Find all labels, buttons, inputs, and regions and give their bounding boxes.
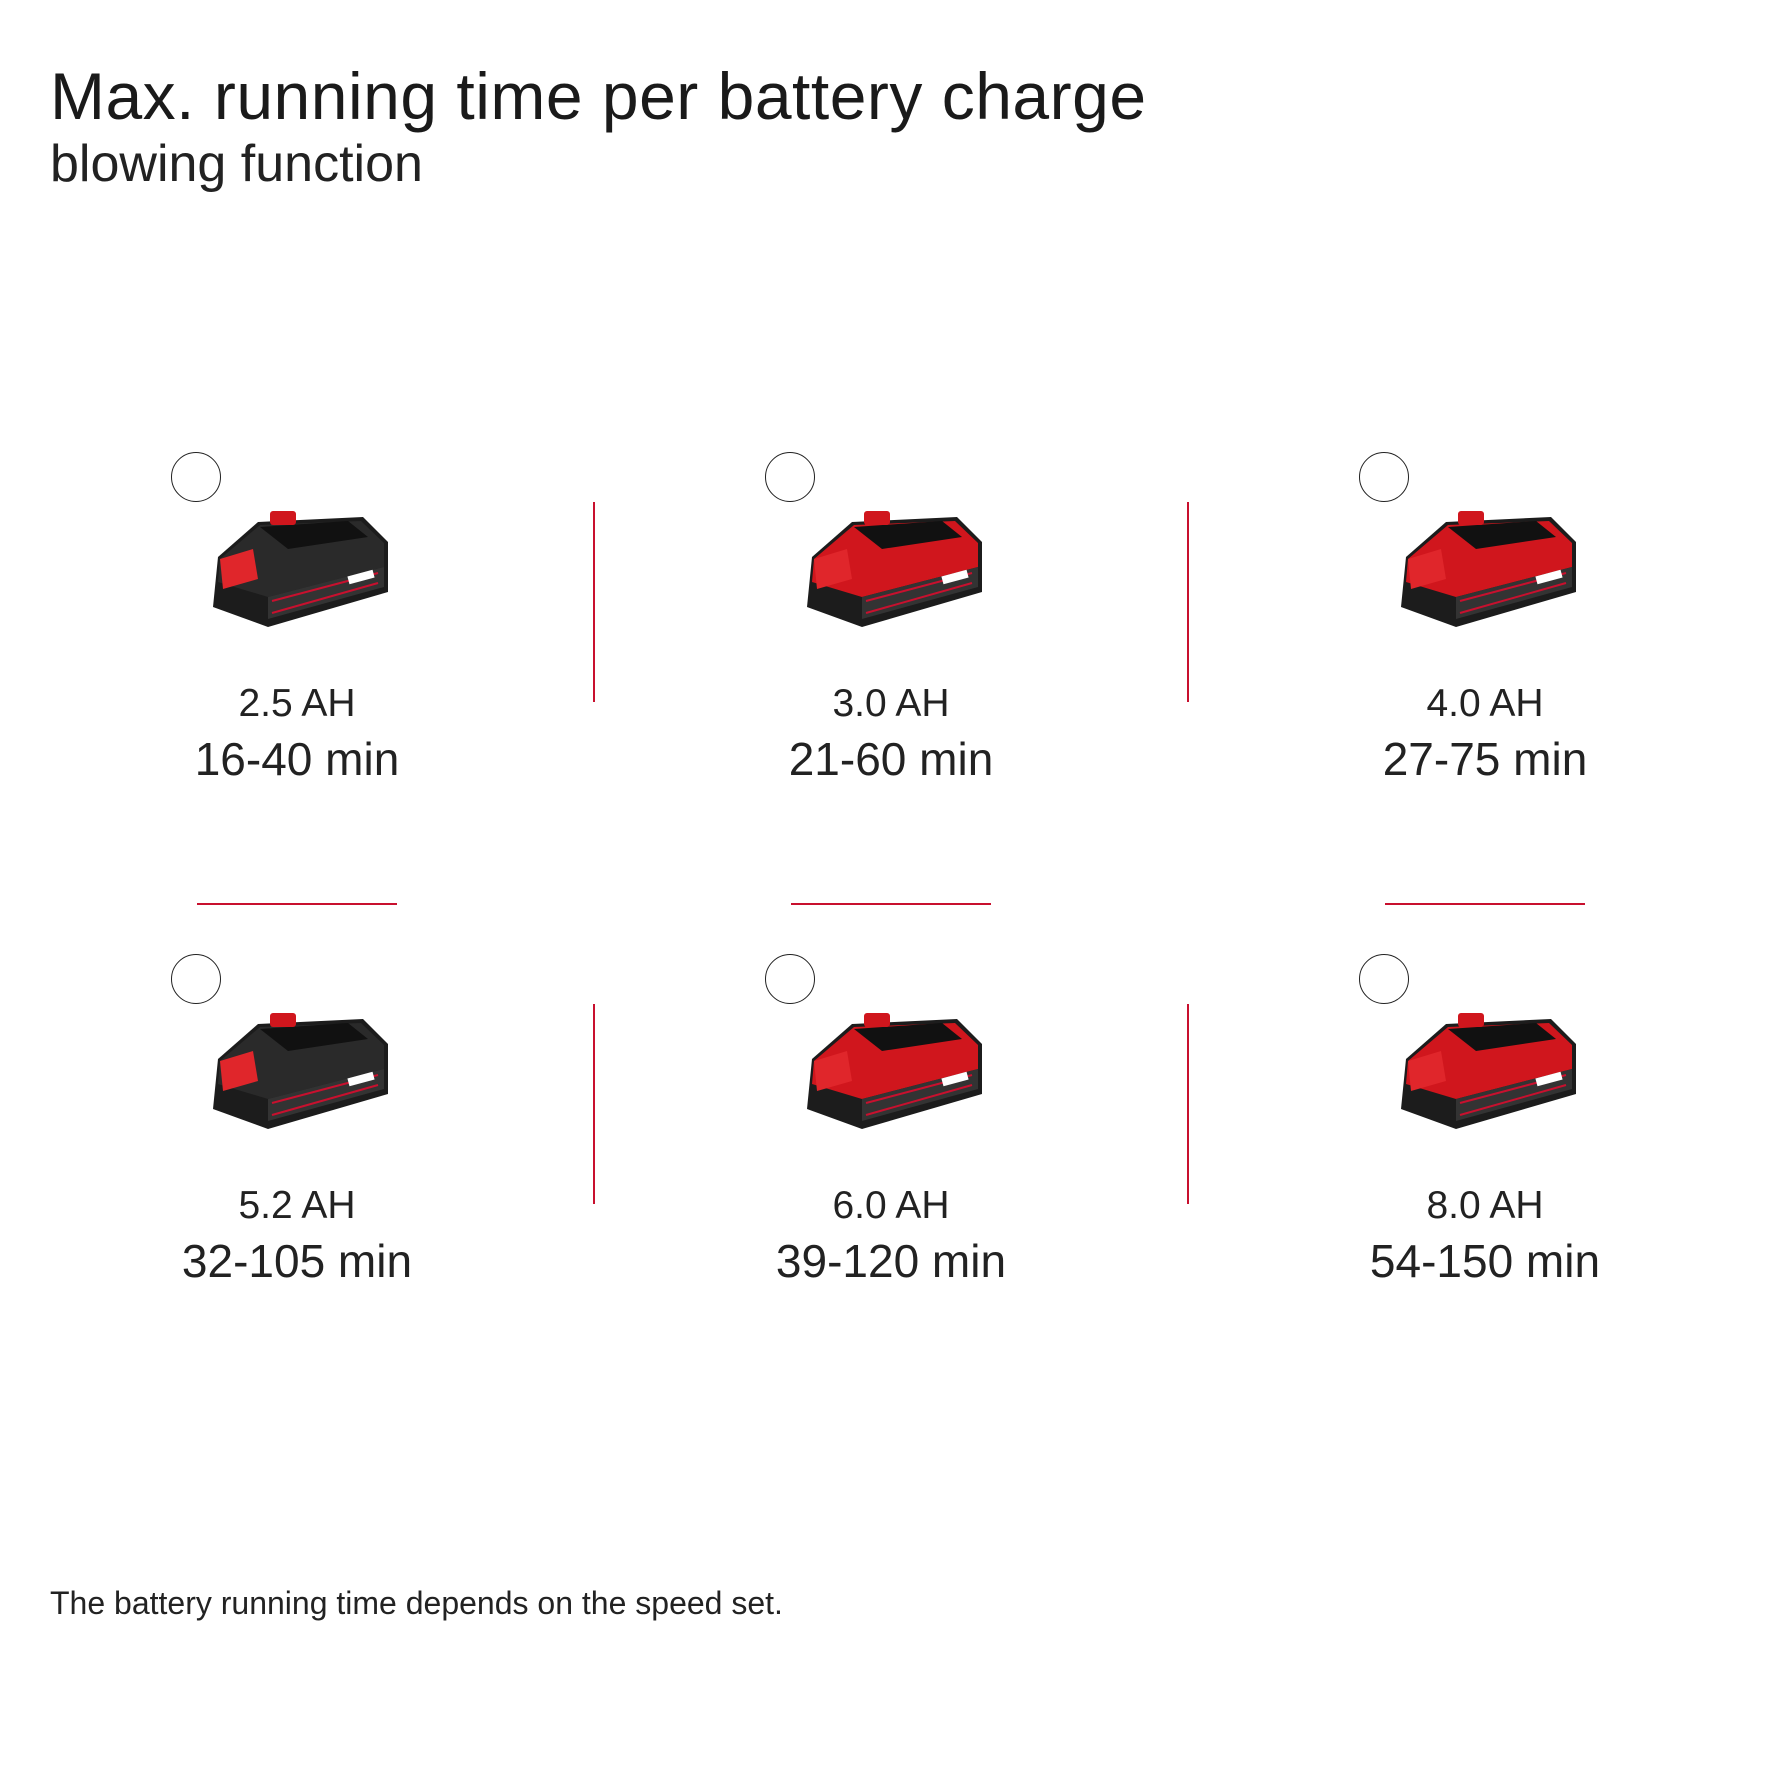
battery-card: 2.5 AH 16-40 min [0, 452, 594, 954]
select-circle[interactable] [171, 452, 221, 502]
column-divider [593, 502, 595, 702]
row-divider [1385, 903, 1585, 905]
column-divider [1187, 502, 1189, 702]
battery-runtime: 39-120 min [775, 1235, 1007, 1287]
battery-pack-icon [1401, 511, 1576, 627]
battery-runtime: 54-150 min [1369, 1235, 1601, 1287]
battery-pack-icon [213, 1013, 388, 1129]
row-divider [197, 903, 397, 905]
page-subtitle: blowing function [50, 135, 423, 193]
battery-card: 6.0 AH 39-120 min [594, 954, 1188, 1456]
select-circle[interactable] [171, 954, 221, 1004]
footnote: The battery running time depends on the … [50, 1585, 783, 1621]
battery-pack-icon [1401, 1013, 1576, 1129]
battery-card: 8.0 AH 54-150 min [1188, 954, 1772, 1456]
select-circle[interactable] [765, 452, 815, 502]
battery-card: 5.2 AH 32-105 min [0, 954, 594, 1456]
page-title: Max. running time per battery charge [50, 59, 1147, 133]
battery-capacity: 6.0 AH [832, 1184, 950, 1227]
battery-pack-icon [807, 1013, 982, 1129]
battery-runtime: 27-75 min [1382, 733, 1588, 785]
row-divider [791, 903, 991, 905]
battery-capacity: 2.5 AH [238, 682, 356, 725]
battery-capacity: 3.0 AH [832, 682, 950, 725]
select-circle[interactable] [1359, 954, 1409, 1004]
battery-pack-icon [213, 511, 388, 627]
battery-runtime: 32-105 min [181, 1235, 413, 1287]
battery-capacity: 4.0 AH [1426, 682, 1544, 725]
battery-pack-icon [807, 511, 982, 627]
battery-runtime: 21-60 min [788, 733, 994, 785]
battery-capacity: 5.2 AH [238, 1184, 356, 1227]
battery-card: 3.0 AH 21-60 min [594, 452, 1188, 954]
battery-capacity: 8.0 AH [1426, 1184, 1544, 1227]
battery-card: 4.0 AH 27-75 min [1188, 452, 1772, 954]
battery-runtime: 16-40 min [194, 733, 400, 785]
select-circle[interactable] [1359, 452, 1409, 502]
select-circle[interactable] [765, 954, 815, 1004]
column-divider [593, 1004, 595, 1204]
column-divider [1187, 1004, 1189, 1204]
